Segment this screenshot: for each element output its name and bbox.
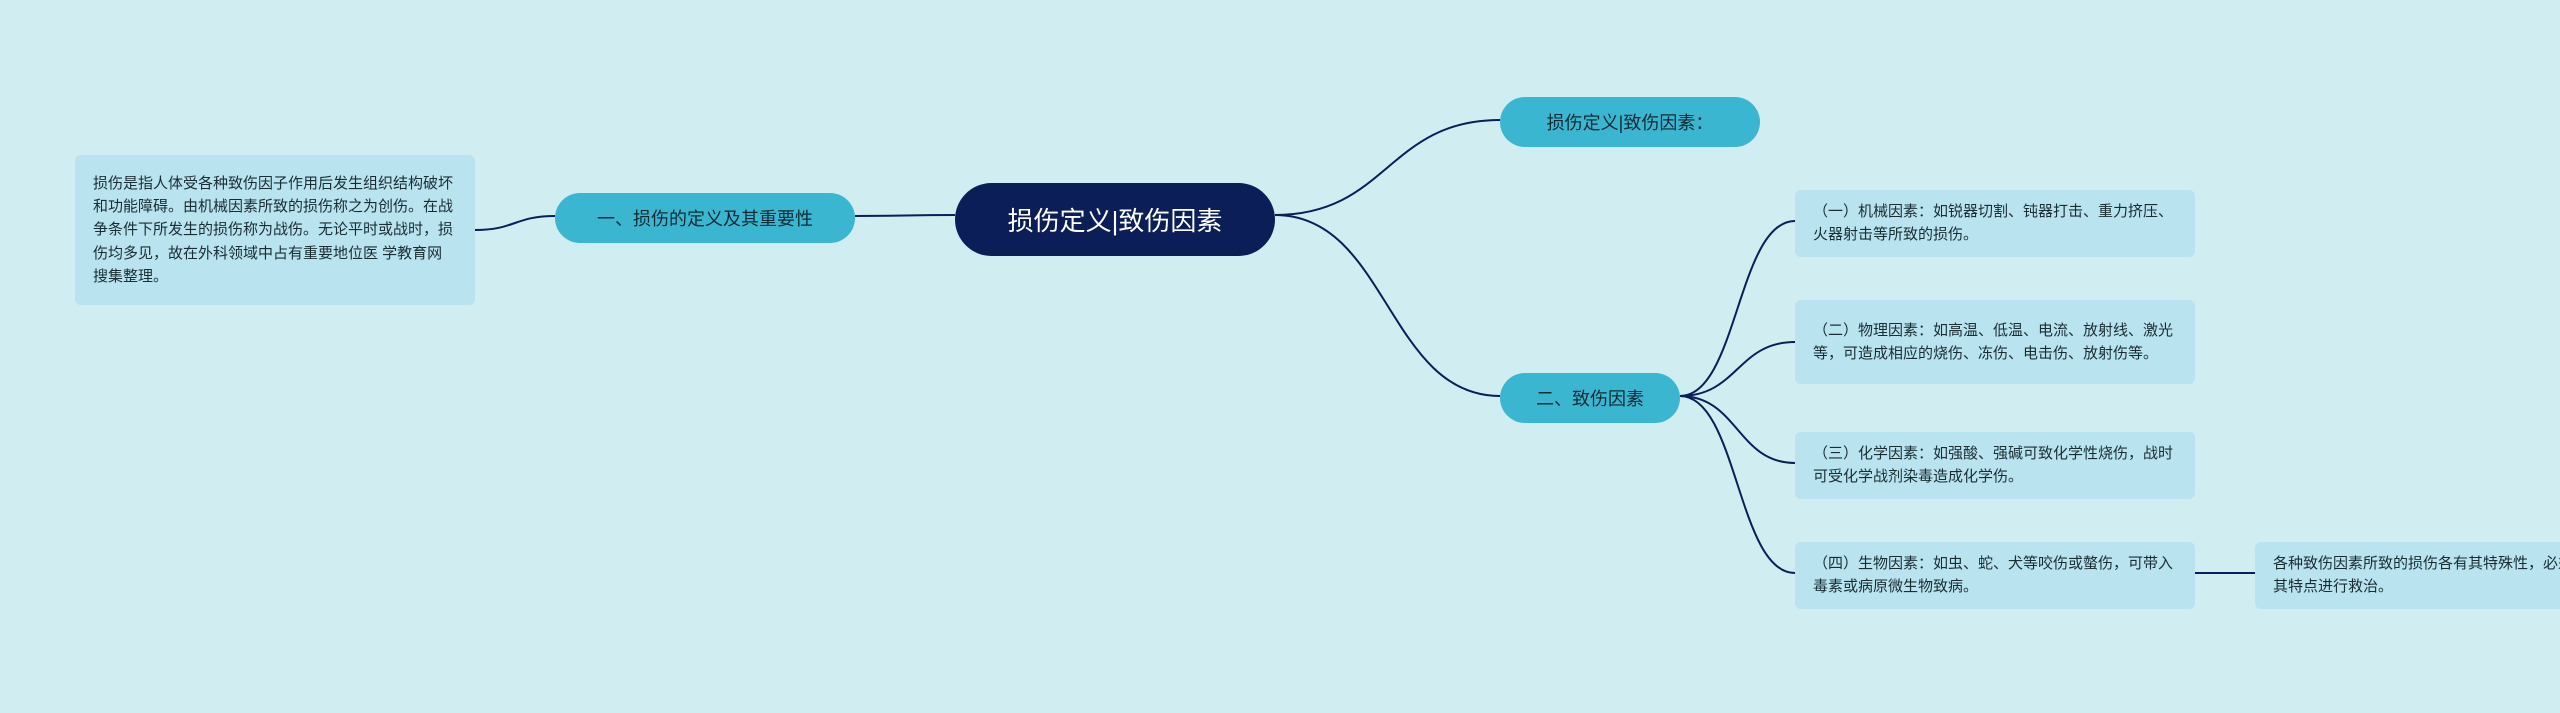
node-l1a-label: 损伤是指人体受各种致伤因子作用后发生组织结构破坏和功能障碍。由机械因素所致的损伤… — [93, 172, 457, 288]
node-r2: 二、致伤因素 — [1500, 373, 1680, 423]
node-r2c: （三）化学因素：如强酸、强碱可致化学性烧伤，战时可受化学战剂染毒造成化学伤。 — [1795, 432, 2195, 499]
node-l1a: 损伤是指人体受各种致伤因子作用后发生组织结构破坏和功能障碍。由机械因素所致的损伤… — [75, 155, 475, 305]
edge-l1-l1a — [475, 216, 555, 230]
node-r1: 损伤定义|致伤因素： — [1500, 97, 1760, 147]
node-r2c-label: （三）化学因素：如强酸、强碱可致化学性烧伤，战时可受化学战剂染毒造成化学伤。 — [1813, 442, 2177, 489]
edge-r2-r2b — [1680, 342, 1795, 396]
node-r2b: （二）物理因素：如高温、低温、电流、放射线、激光等，可造成相应的烧伤、冻伤、电击… — [1795, 300, 2195, 384]
node-l1: 一、损伤的定义及其重要性 — [555, 193, 855, 243]
node-r2a-label: （一）机械因素：如锐器切割、钝器打击、重力挤压、火器射击等所致的损伤。 — [1813, 200, 2177, 247]
node-l1-label: 一、损伤的定义及其重要性 — [597, 205, 813, 231]
node-r2d: （四）生物因素：如虫、蛇、犬等咬伤或螫伤，可带入毒素或病原微生物致病。 — [1795, 542, 2195, 609]
edge-root-l1 — [855, 215, 955, 216]
node-root-label: 损伤定义|致伤因素 — [1008, 201, 1223, 238]
edge-r2-r2c — [1680, 396, 1795, 463]
edge-r2-r2d — [1680, 396, 1795, 573]
node-r2d1: 各种致伤因素所致的损伤各有其特殊性，必须根据其特点进行救治。 — [2255, 542, 2560, 609]
node-r2d-label: （四）生物因素：如虫、蛇、犬等咬伤或螫伤，可带入毒素或病原微生物致病。 — [1813, 552, 2177, 599]
node-r2a: （一）机械因素：如锐器切割、钝器打击、重力挤压、火器射击等所致的损伤。 — [1795, 190, 2195, 257]
edge-root-r2 — [1275, 215, 1500, 396]
edge-root-r1 — [1275, 120, 1500, 215]
node-r2d1-label: 各种致伤因素所致的损伤各有其特殊性，必须根据其特点进行救治。 — [2273, 552, 2560, 599]
node-root: 损伤定义|致伤因素 — [955, 183, 1275, 256]
node-r2b-label: （二）物理因素：如高温、低温、电流、放射线、激光等，可造成相应的烧伤、冻伤、电击… — [1813, 319, 2177, 366]
node-r2-label: 二、致伤因素 — [1536, 385, 1644, 411]
edge-r2-r2a — [1680, 221, 1795, 396]
node-r1-label: 损伤定义|致伤因素： — [1547, 109, 1714, 135]
